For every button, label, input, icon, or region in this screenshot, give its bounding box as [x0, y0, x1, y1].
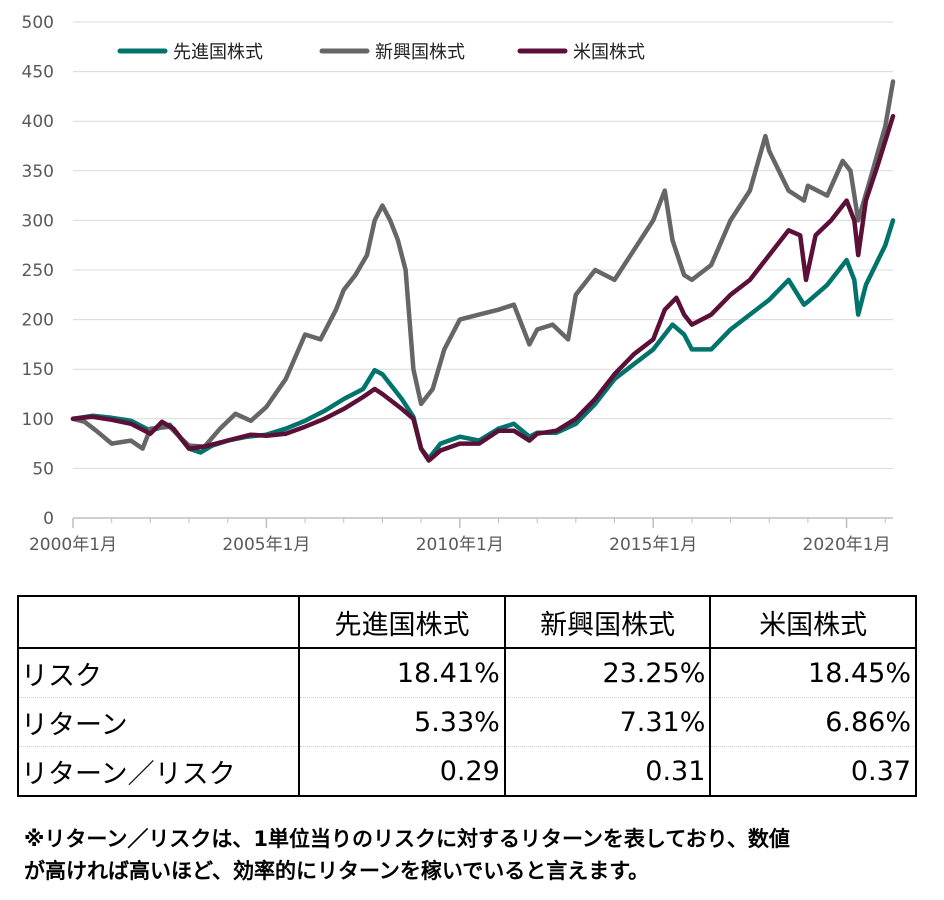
- x-tick-label: 2015年1月: [609, 535, 697, 555]
- cell-ratio-us: 0.37: [709, 746, 917, 797]
- x-tick-label: 2010年1月: [416, 535, 504, 555]
- y-tick-label: 150: [22, 360, 54, 380]
- x-tick-label: 2005年1月: [222, 535, 310, 555]
- y-tick-label: 400: [22, 112, 54, 132]
- x-tick-label: 2020年1月: [803, 535, 891, 555]
- table-header-developed: 先進国株式: [298, 595, 506, 649]
- table-header-empty: [16, 595, 301, 649]
- chart-series: [70, 79, 896, 463]
- legend-label-1: 新興国株式: [375, 42, 465, 63]
- cell-return-us: 6.86%: [709, 697, 917, 747]
- y-tick-label: 0: [43, 509, 54, 529]
- chart-grid: [73, 21, 893, 469]
- row-label-risk: リスク: [16, 648, 301, 698]
- cell-risk-emerging: 23.25%: [503, 648, 712, 698]
- table-row-risk: リスク 18.41% 23.25% 18.45%: [16, 648, 917, 698]
- cell-ratio-developed: 0.29: [298, 746, 506, 797]
- y-tick-label: 500: [22, 13, 54, 33]
- table-header-us: 米国株式: [709, 595, 917, 649]
- chart-legend: 先進国株式 新興国株式 米国株式: [117, 42, 645, 63]
- row-label-return-risk: リターン／リスク: [16, 746, 301, 797]
- y-tick-label: 350: [22, 162, 54, 182]
- table-row-return: リターン 5.33% 7.31% 6.86%: [16, 697, 917, 747]
- y-tick-label: 50: [32, 459, 54, 479]
- cell-return-emerging: 7.31%: [503, 697, 712, 747]
- footnote: ※リターン／リスクは、1単位当りのリスクに対するリターンを表しており、数値 が高…: [24, 823, 924, 887]
- y-tick-label: 200: [22, 311, 54, 331]
- cell-risk-developed: 18.41%: [298, 648, 506, 698]
- y-tick-label: 300: [22, 211, 54, 231]
- legend-label-0: 先進国株式: [173, 42, 263, 63]
- chart-axes: 0 50 100 150 200 250 300 350 400 450 500 2000年1月 200…: [22, 13, 893, 555]
- legend-label-2: 米国株式: [573, 42, 645, 63]
- row-label-return: リターン: [16, 697, 301, 747]
- line-chart: 0 50 100 150 200 250 300 350 400 450 500 2000年1月 200…: [22, 13, 896, 555]
- footnote-line-2: が高ければ高いほど、効率的にリターンを稼いでいると言えます。: [24, 859, 650, 883]
- stats-table: 先進国株式 新興国株式 米国株式 リスク 18.41% 23.25% 18.45…: [16, 595, 917, 797]
- table-row-return-risk: リターン／リスク 0.29 0.31 0.37: [16, 746, 917, 797]
- y-tick-label: 450: [22, 63, 54, 83]
- cell-ratio-emerging: 0.31: [503, 746, 712, 797]
- series-line-2: [70, 113, 896, 463]
- footnote-line-1: ※リターン／リスクは、1単位当りのリスクに対するリターンを表しており、数値: [24, 827, 790, 851]
- cell-return-developed: 5.33%: [298, 697, 506, 747]
- y-tick-label: 250: [22, 261, 54, 281]
- table-header-row: 先進国株式 新興国株式 米国株式: [16, 595, 917, 649]
- y-tick-label: 100: [22, 410, 54, 430]
- x-tick-label: 2000年1月: [29, 535, 117, 555]
- table-header-emerging: 新興国株式: [503, 595, 712, 649]
- cell-risk-us: 18.45%: [709, 648, 917, 698]
- series-line-1: [70, 79, 896, 451]
